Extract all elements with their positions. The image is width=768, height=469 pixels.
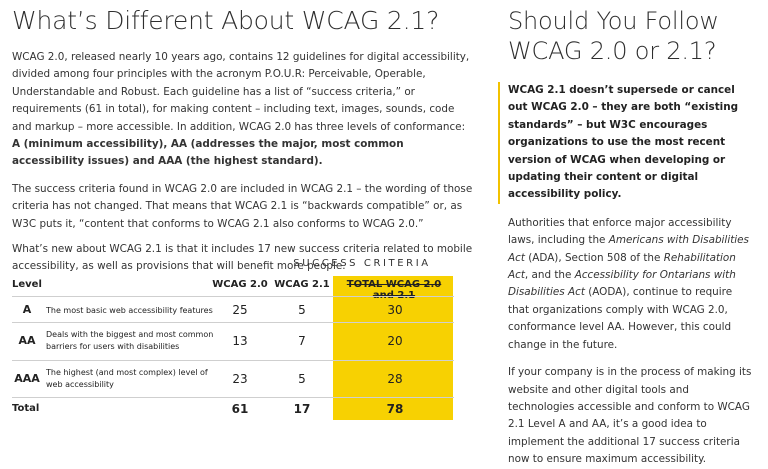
row-wcag21: 5	[298, 303, 306, 317]
enforcement-text-4: (AODA), continue to require that organiz…	[508, 286, 733, 351]
row-level: AA	[18, 334, 36, 347]
whats-new-paragraph: What’s new about WCAG 2.1 is that it inc…	[12, 243, 473, 273]
row-wcag20: 25	[232, 303, 248, 317]
total-label: Total	[12, 403, 40, 414]
right-title: Should You Follow WCAG 2.0 or 2.1?	[508, 7, 719, 65]
intro-text: WCAG 2.0, released nearly 10 years ago, …	[12, 51, 470, 133]
row-wcag20: 23	[232, 372, 248, 386]
enforcement-paragraph: Authorities that enforce major accessibi…	[508, 215, 753, 354]
table-divider	[12, 296, 454, 297]
enforcement-text-2: (ADA), Section 508 of the	[524, 251, 664, 264]
table-divider	[12, 397, 454, 398]
row-description: Deals with the biggest and most common b…	[46, 330, 214, 351]
row-total: 20	[387, 334, 403, 348]
success-criteria-title: SUCCESS CRITERIA	[293, 258, 431, 269]
left-title: What’s Different About WCAG 2.1?	[12, 6, 440, 35]
enforcement-text-1: Authorities that enforce major accessibi…	[508, 216, 732, 247]
table-row-total: Total 61 17 78	[12, 400, 454, 420]
conformance-levels-text: A (minimum accessibility), AA (addresses…	[12, 138, 404, 168]
ada-name: Americans with Disabilities Act	[508, 234, 749, 264]
right-column: Should You Follow WCAG 2.0 or 2.1? WCAG …	[498, 6, 753, 469]
header-wcag21: WCAG 2.1	[274, 279, 330, 290]
row-wcag20: 13	[232, 334, 248, 348]
table-divider	[12, 322, 454, 323]
table-row-a: A The most basic web accessibility featu…	[12, 299, 454, 323]
header-wcag20: WCAG 2.0	[212, 279, 268, 290]
recommendation-paragraph: If your company is in the process of mak…	[508, 366, 752, 466]
left-column: What’s Different About WCAG 2.1? WCAG 2.…	[12, 6, 474, 276]
table-row-aaa: AAA The highest (and most complex) level…	[12, 363, 454, 397]
row-level: A	[22, 303, 32, 316]
table-row-aa: AA Deals with the biggest and most commo…	[12, 325, 454, 359]
enforcement-text-3: , and the	[524, 269, 575, 282]
aoda-name: Accessibility for Ontarians with Disabil…	[508, 269, 736, 299]
row-wcag21: 7	[298, 334, 306, 348]
rehab-act-name: Rehabilitation Act	[508, 251, 736, 282]
intro-paragraph: WCAG 2.0, released nearly 10 years ago, …	[12, 49, 474, 171]
callout-quote: WCAG 2.1 doesn’t supersede or cancel out…	[498, 82, 753, 204]
total-total: 78	[386, 402, 404, 416]
row-description: The highest (and most complex) level of …	[46, 368, 208, 389]
header-total: TOTAL WCAG 2.0 and 2.1	[346, 279, 442, 301]
row-level: AAA	[14, 372, 40, 385]
row-wcag21: 5	[298, 372, 306, 386]
row-total: 30	[387, 303, 403, 317]
header-level: Level	[12, 279, 42, 290]
row-description: The most basic web accessibility feature…	[46, 306, 213, 315]
compatibility-paragraph: The success criteria found in WCAG 2.0 a…	[12, 182, 473, 230]
row-total: 28	[387, 372, 403, 386]
total-wcag21: 17	[293, 402, 311, 416]
table-divider	[12, 360, 454, 361]
total-column-highlight	[333, 276, 453, 420]
total-wcag20: 61	[231, 402, 249, 416]
